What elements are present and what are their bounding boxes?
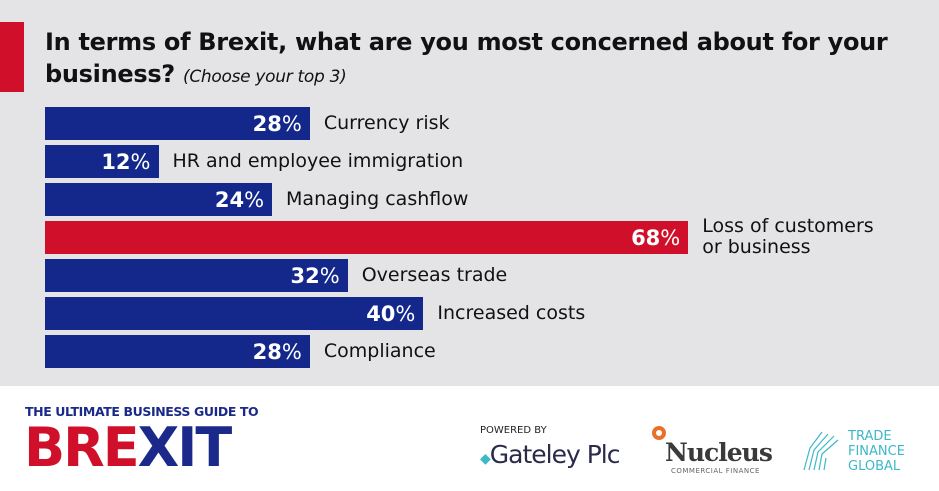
category-label: Managing cashflow [286, 187, 469, 210]
data-label: 24 [214, 187, 245, 212]
accent-bar [0, 22, 24, 92]
nucleus-subtitle: COMMERCIAL FINANCE [671, 467, 760, 475]
bar-3: 68% [45, 221, 689, 254]
category-label-line: Currency risk [323, 111, 450, 134]
percent-sign: % [281, 339, 302, 364]
category-label-line: Managing cashflow [286, 187, 469, 210]
category-label: HR and employee immigration [172, 149, 464, 172]
chart-subtitle: (Choose your top 3) [183, 67, 347, 87]
percent-sign: % [244, 187, 265, 212]
category-label-line: Increased costs [437, 301, 586, 324]
category-label: Overseas trade [361, 263, 508, 286]
category-label-line: Compliance [323, 339, 436, 362]
percent-sign: % [319, 263, 340, 288]
guide-tagline: THE ULTIMATE BUSINESS GUIDE TO [25, 404, 259, 419]
nucleus-logo: Nucleus [665, 438, 773, 467]
category-label-line: HR and employee immigration [172, 149, 464, 172]
bar-0: 28% [45, 107, 310, 140]
gateley-logo: ◆Gateley Plc [480, 440, 620, 469]
percent-sign: % [395, 301, 416, 326]
powered-by-label: POWERED BY [480, 425, 547, 436]
trade-finance-global-logo: TRADE FINANCE GLOBAL [848, 429, 905, 474]
data-label: 40 [366, 301, 396, 326]
nucleus-icon [652, 426, 666, 440]
bar-5: 40% [45, 297, 424, 330]
data-label: 68 [631, 225, 661, 250]
percent-sign: % [281, 111, 302, 136]
bar-6: 28% [45, 335, 310, 368]
bar-4: 32% [45, 259, 348, 292]
category-label: Increased costs [437, 301, 586, 324]
percent-sign: % [130, 149, 151, 174]
bar-1: 12% [45, 145, 159, 178]
category-label-line: or business [702, 236, 811, 258]
bar-2: 24% [45, 183, 273, 216]
data-label: 12 [101, 149, 131, 174]
category-label-line: Overseas trade [361, 263, 508, 286]
chart-title: In terms of Brexit, what are you most co… [45, 28, 888, 88]
data-label: 28 [252, 111, 282, 136]
data-label: 28 [252, 339, 282, 364]
trade-finance-global-icon [803, 431, 839, 471]
category-label: Currency risk [323, 111, 450, 134]
brexit-logo: BREXIT [24, 416, 232, 479]
category-label: Compliance [323, 339, 436, 362]
category-label: Loss of customers or business [702, 216, 873, 258]
category-label-line: Loss of customers [702, 215, 874, 237]
data-label: 32 [290, 263, 320, 288]
percent-sign: % [660, 225, 681, 250]
